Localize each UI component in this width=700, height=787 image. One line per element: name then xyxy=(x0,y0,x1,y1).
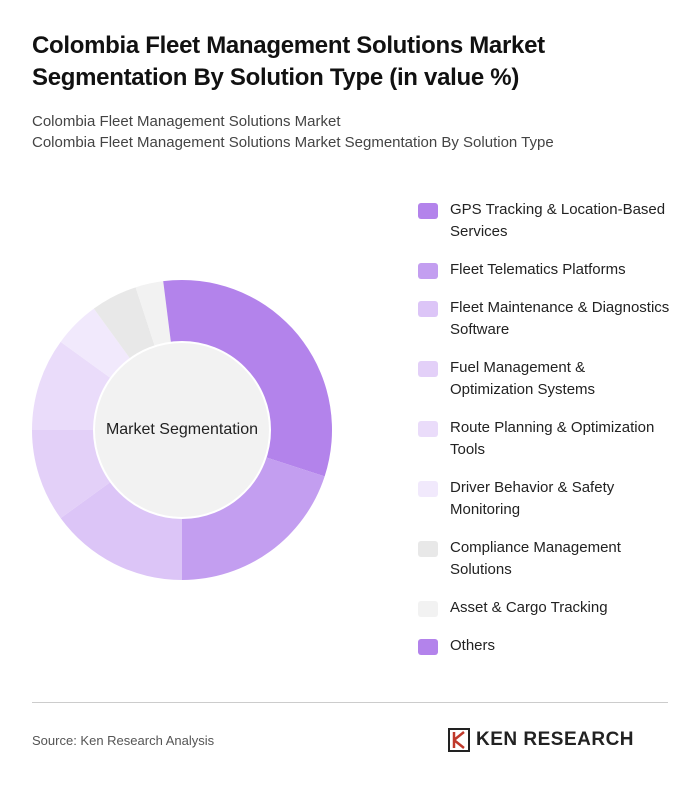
legend: GPS Tracking & Location-Based Services Fl… xyxy=(418,199,678,673)
legend-label: Route Planning & Optimization Tools xyxy=(450,419,655,458)
legend-item: Asset & Cargo Tracking xyxy=(418,597,678,619)
brand-icon xyxy=(448,728,470,752)
donut-segment xyxy=(60,308,131,379)
divider xyxy=(32,702,668,703)
legend-label: Fuel Management & Optimization Systems xyxy=(450,359,596,398)
legend-label: GPS Tracking & Location-Based Services xyxy=(450,201,666,240)
legend-swatch xyxy=(418,541,438,557)
legend-label: Compliance Management Solutions xyxy=(450,539,621,578)
legend-item: Fleet Maintenance & Diagnostics Software xyxy=(418,297,678,341)
brand: KEN RESEARCH xyxy=(448,728,634,752)
legend-label: Fleet Maintenance & Diagnostics Software xyxy=(450,299,670,338)
legend-swatch xyxy=(418,263,438,279)
legend-label: Asset & Cargo Tracking xyxy=(450,599,608,616)
donut-segment xyxy=(182,457,325,580)
subtitle: Colombia Fleet Management Solutions Mark… xyxy=(32,134,554,151)
legend-item: Compliance Management Solutions xyxy=(418,537,678,581)
donut-segment xyxy=(163,280,182,343)
legend-swatch xyxy=(418,601,438,617)
donut-hole xyxy=(93,341,271,519)
donut-segment xyxy=(60,481,183,580)
source: Source: Ken Research Analysis xyxy=(32,733,215,748)
legend-swatch xyxy=(418,301,438,317)
chart: Market Segmentation xyxy=(32,280,333,580)
center-label: Market Segmentation xyxy=(106,421,258,438)
donut-segment xyxy=(32,341,111,430)
brand-name: KEN RESEARCH xyxy=(476,729,635,750)
legend-swatch xyxy=(418,481,438,497)
legend-label: Driver Behavior & Safety Monitoring xyxy=(450,479,615,518)
legend-item: Fleet Telematics Platforms xyxy=(418,259,678,281)
legend-item: Others xyxy=(418,635,678,657)
legend-label: Others xyxy=(450,637,496,654)
legend-swatch xyxy=(418,421,438,437)
legend-item: Route Planning & Optimization Tools xyxy=(418,417,678,461)
legend-swatch xyxy=(418,203,438,219)
donut-segment xyxy=(182,280,333,477)
donut-segment xyxy=(93,287,155,359)
donut-segment xyxy=(32,430,111,519)
subtitle: Colombia Fleet Management Solutions Mark… xyxy=(32,113,341,130)
legend-label: Fleet Telematics Platforms xyxy=(450,261,626,278)
donut-segment xyxy=(135,281,171,347)
legend-item: Driver Behavior & Safety Monitoring xyxy=(418,477,678,521)
legend-swatch xyxy=(418,361,438,377)
legend-item: GPS Tracking & Location-Based Services xyxy=(418,199,678,243)
chart-title: Colombia Fleet Management Solutions Mark… xyxy=(32,32,545,91)
legend-swatch xyxy=(418,639,438,655)
legend-item: Fuel Management & Optimization Systems xyxy=(418,357,678,401)
